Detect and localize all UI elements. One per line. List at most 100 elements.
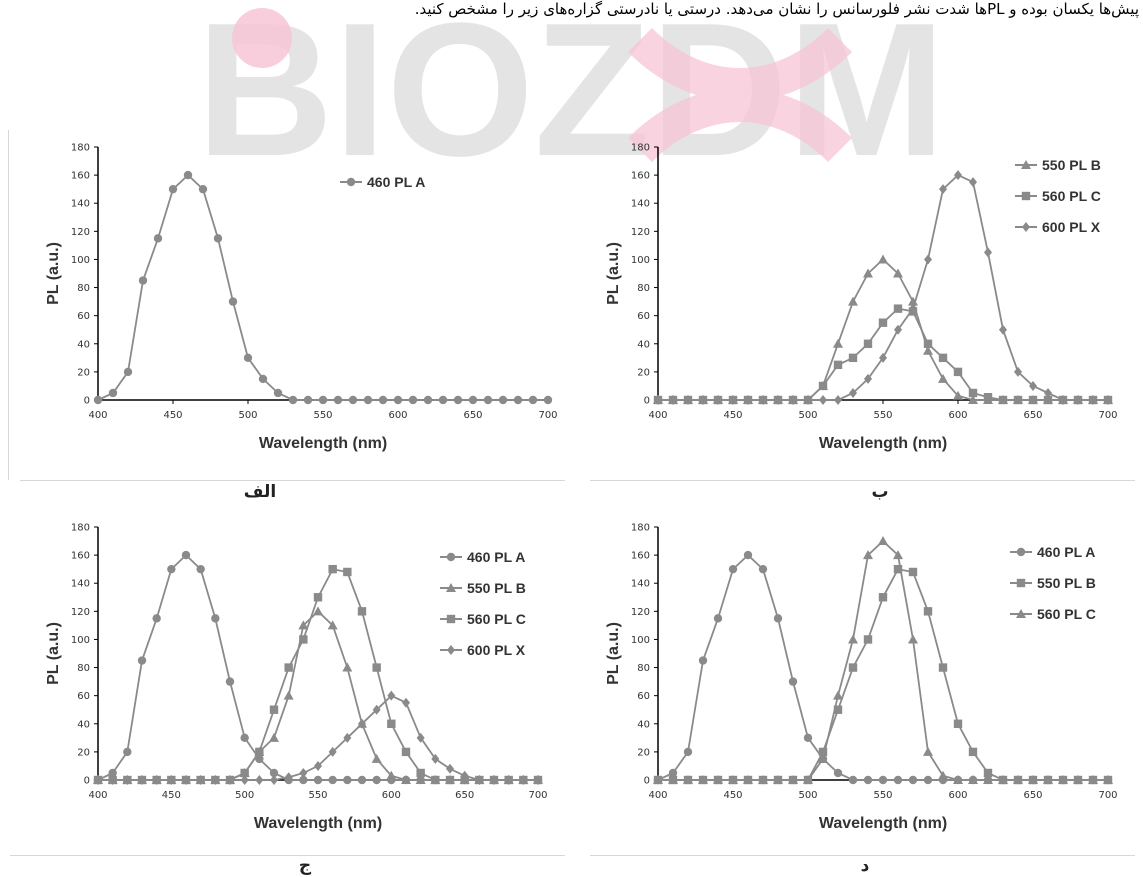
data-point [953, 775, 963, 784]
data-point [728, 775, 738, 784]
data-point [923, 746, 933, 756]
legend-entry: 460 PL A [340, 174, 425, 190]
data-point [1014, 366, 1022, 377]
data-point [984, 247, 992, 258]
data-point [848, 663, 858, 672]
chart-a: 0 20 40 60 80 100 120 140 160 180 400 450 500 550 600 6… [45, 143, 558, 453]
data-point [668, 775, 678, 784]
series-600-pl-x [654, 170, 1112, 405]
x-tick-label: 450 [723, 790, 742, 801]
panel-b-bottom-rule [590, 480, 1135, 481]
legend-marker [1021, 191, 1031, 201]
series-550-pl-b [93, 606, 543, 784]
data-point [803, 775, 813, 784]
legend-label: 460 PL A [1037, 544, 1095, 560]
data-point [953, 719, 963, 728]
data-point [196, 775, 205, 785]
data-point [848, 775, 858, 785]
data-point [743, 775, 753, 784]
data-point [773, 614, 783, 623]
series-line [658, 258, 1108, 401]
data-point [1044, 387, 1052, 398]
data-point [653, 775, 663, 784]
data-point [1028, 775, 1038, 784]
legend-marker [1016, 609, 1026, 618]
header-text: پیش‌ها یکسان بوده و PL‌ها شدت نشر فلورسا… [414, 0, 1139, 18]
y-tick-label: 40 [77, 339, 90, 350]
data-point [774, 395, 782, 405]
data-point [1104, 395, 1112, 405]
data-point [938, 373, 948, 383]
data-point [327, 620, 338, 630]
data-point [818, 381, 828, 391]
data-point [303, 395, 313, 405]
data-point [924, 254, 932, 265]
y-tick-label: 80 [637, 663, 650, 674]
data-point [490, 775, 498, 785]
data-point [343, 732, 352, 743]
legend-marker [1022, 222, 1030, 232]
x-axis-label: Wavelength (nm) [819, 815, 947, 832]
legend-label: 550 PL B [1042, 157, 1101, 173]
data-point [543, 395, 553, 405]
y-tick-label: 0 [84, 396, 90, 407]
data-point [863, 775, 873, 785]
data-point [983, 768, 993, 778]
data-point [401, 747, 411, 757]
data-point [864, 373, 872, 384]
legend-marker [446, 552, 456, 562]
y-axis-label: PL (a.u.) [45, 242, 62, 305]
data-point [357, 775, 367, 785]
y-tick-label: 120 [631, 607, 650, 618]
series-line [658, 174, 1108, 401]
series-460-pl-a [93, 170, 553, 405]
data-point [968, 395, 978, 404]
x-tick-label: 450 [162, 790, 181, 801]
x-tick-label: 400 [648, 790, 667, 801]
y-tick-label: 20 [77, 367, 90, 378]
data-point [953, 390, 963, 400]
legend-entry: 600 PL X [440, 642, 526, 658]
x-tick-label: 650 [1023, 410, 1042, 421]
data-point [255, 775, 264, 785]
x-tick-label: 450 [723, 410, 742, 421]
y-tick-label: 160 [71, 171, 90, 182]
x-tick-label: 650 [455, 790, 474, 801]
data-point [878, 536, 888, 546]
data-point [1074, 395, 1082, 405]
data-point [1013, 395, 1023, 405]
data-point [863, 635, 873, 644]
legend-marker [1021, 160, 1031, 169]
data-point [669, 395, 677, 405]
legend-marker [1016, 578, 1026, 588]
data-point [372, 704, 381, 715]
y-tick-label: 80 [77, 663, 90, 674]
x-tick-label: 500 [235, 790, 254, 801]
data-point [211, 775, 220, 785]
y-tick-label: 140 [631, 199, 650, 210]
data-point [833, 768, 843, 778]
x-tick-label: 400 [88, 410, 107, 421]
data-point [848, 634, 858, 644]
x-axis-label: Wavelength (nm) [254, 815, 382, 832]
data-point [909, 303, 917, 314]
y-tick-label: 40 [637, 719, 650, 730]
data-point [255, 754, 264, 764]
data-point [894, 324, 902, 335]
data-point [152, 775, 161, 785]
legend-label: 460 PL A [467, 549, 525, 565]
data-point [93, 395, 103, 405]
legend-label: 600 PL X [467, 642, 526, 658]
data-point [878, 775, 888, 785]
legend-label: 550 PL B [1037, 575, 1096, 591]
y-tick-label: 160 [71, 551, 90, 562]
legend-label: 560 PL C [1042, 188, 1101, 204]
data-point [668, 768, 678, 778]
data-point [198, 184, 208, 194]
y-tick-label: 140 [71, 199, 90, 210]
data-point [284, 663, 293, 672]
y-tick-label: 180 [631, 523, 650, 534]
data-point [108, 768, 117, 778]
y-tick-label: 60 [77, 691, 90, 702]
y-tick-label: 80 [77, 283, 90, 294]
